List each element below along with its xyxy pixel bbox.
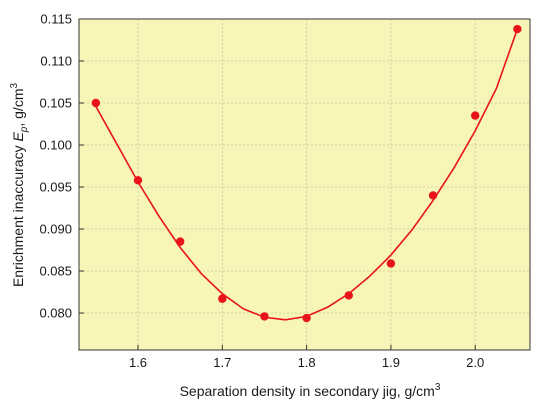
y-axis-ticks: 0.080 0.085 0.090 0.095 0.100 0.105 0.110 0.115 [39,12,84,321]
y-tick-label: 0.085 [39,264,72,279]
data-point [386,259,396,268]
data-point [302,313,311,323]
x-tick-label: 1.8 [298,355,316,370]
x-tick-label: 2.0 [466,355,484,370]
plot-frame [78,18,531,351]
y-tick-label: 0.105 [39,96,72,111]
y-tick-label: 0.095 [39,180,72,195]
data-point [428,191,438,200]
data-point [133,176,143,185]
data-point [175,237,185,246]
data-point [260,312,269,321]
y-axis-label: Enrichment inaccuracy Ep, g/cm3 [9,83,30,288]
data-points [91,24,522,323]
data-point [471,111,480,120]
x-tick-label: 1.9 [382,355,400,370]
y-tick-label: 0.110 [40,54,72,69]
x-tick-label: 1.7 [213,355,231,370]
data-point [513,24,522,34]
y-tick-label: 0.090 [39,222,72,237]
plot-area [79,19,530,350]
data-point [91,98,101,108]
x-axis-ticks: 1.6 1.7 1.8 1.9 2.0 [129,345,484,370]
y-tick-label: 0.115 [40,12,72,27]
data-point [344,291,353,300]
x-tick-label: 1.6 [129,355,147,370]
y-tick-label: 0.100 [39,138,72,153]
data-point [218,294,227,303]
x-axis-label: Separation density in secondary jig, g/c… [180,382,441,399]
y-tick-label: 0.080 [39,306,72,321]
